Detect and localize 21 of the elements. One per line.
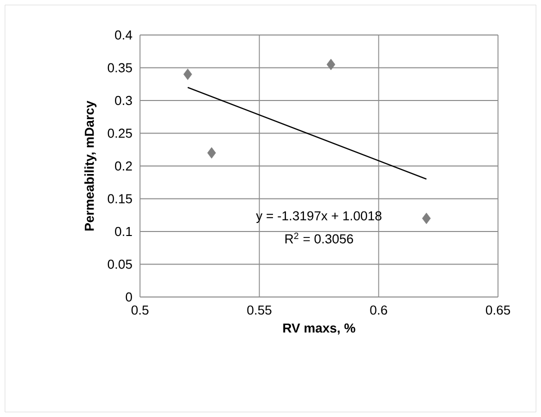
y-tick-label: 0.2: [114, 161, 132, 171]
x-tick-label: 0.65: [486, 305, 510, 315]
y-tick-label: 0.3: [114, 96, 132, 106]
y-tick-label: 0.35: [108, 63, 132, 72]
x-axis-title: RV maxs, %: [283, 324, 356, 335]
y-tick-label: 0.25: [108, 128, 132, 138]
x-tick-label: 0.6: [370, 305, 388, 315]
y-axis-title: Permeability, mDarcy: [84, 100, 96, 231]
point: [326, 58, 336, 70]
point: [422, 212, 431, 224]
y-tick-label: 0.1: [114, 226, 132, 236]
point: [183, 68, 192, 80]
annotation: y = -1.3197x + 1.0018: [256, 211, 382, 223]
y-tick-label: 0.4: [114, 30, 132, 40]
y-tick-label: 0.15: [108, 194, 132, 204]
point: [207, 147, 216, 159]
x-tick-label: 0.55: [247, 305, 272, 315]
annotation: R$^{2}$ = 0.3056: [285, 232, 354, 244]
y-tick-label: 0: [126, 292, 132, 302]
y-tick-label: 0.05: [108, 260, 132, 269]
x-tick-label: 0.5: [132, 305, 148, 315]
